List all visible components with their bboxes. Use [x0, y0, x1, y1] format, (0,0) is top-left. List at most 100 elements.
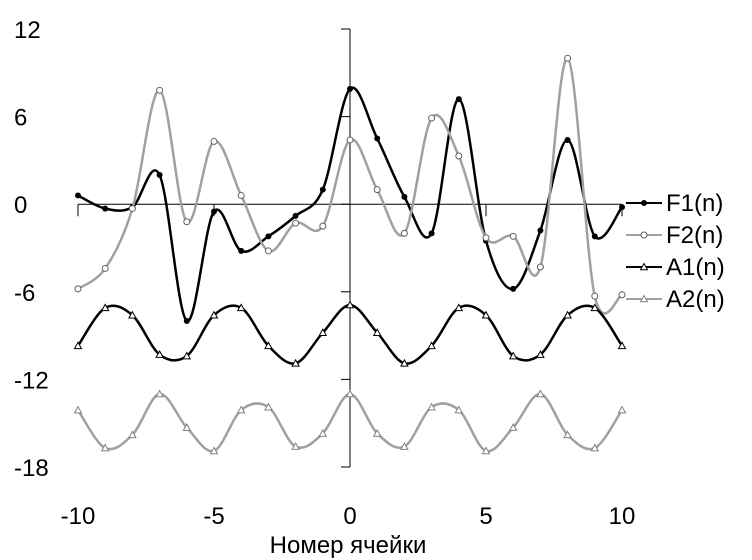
- data-point: [619, 204, 625, 211]
- legend-label: A2(n): [666, 286, 725, 313]
- data-point: [508, 423, 518, 431]
- data-point: [209, 446, 219, 455]
- data-point: [372, 328, 382, 336]
- data-point: [209, 310, 219, 319]
- legend-swatch-marker: [640, 231, 648, 239]
- data-point: [264, 341, 273, 350]
- data-point: [590, 443, 600, 452]
- data-point: [183, 318, 190, 324]
- x-axis-title: Номер ячейки: [270, 532, 427, 559]
- data-point: [238, 247, 245, 254]
- data-point: [374, 135, 381, 142]
- data-point: [128, 310, 137, 319]
- data-point: [400, 442, 409, 450]
- legend-entry: A2(n): [626, 286, 725, 313]
- data-point: [101, 264, 109, 272]
- data-point: [156, 86, 164, 94]
- data-point: [400, 229, 408, 237]
- data-point: [345, 300, 355, 309]
- legend-swatch-marker: [639, 294, 649, 303]
- data-point: [428, 114, 436, 122]
- data-point: [618, 291, 626, 299]
- y-tick-label: 6: [14, 105, 27, 132]
- data-point: [210, 137, 218, 145]
- y-tick-label: -12: [14, 367, 49, 394]
- data-point: [400, 358, 409, 367]
- legend-label: A1(n): [666, 254, 725, 281]
- data-point: [291, 442, 300, 450]
- data-point: [591, 233, 598, 240]
- data-point: [509, 232, 517, 240]
- data-point: [155, 389, 164, 398]
- data-point: [318, 428, 328, 437]
- data-point: [481, 310, 491, 319]
- y-tick-label: 0: [14, 192, 27, 219]
- y-tick-label: -18: [14, 455, 49, 482]
- axes: [77, 28, 623, 468]
- series-line: [77, 86, 624, 323]
- data-point: [318, 328, 328, 336]
- data-point: [182, 423, 192, 431]
- data-point: [237, 191, 245, 199]
- data-point: [236, 405, 246, 414]
- data-point: [401, 193, 408, 200]
- data-point: [100, 443, 110, 452]
- data-point: [156, 172, 163, 178]
- data-point: [427, 402, 436, 411]
- data-point: [536, 350, 545, 358]
- data-point: [428, 230, 435, 237]
- series-layer: [73, 54, 627, 455]
- data-point: [591, 292, 599, 300]
- data-point: [536, 263, 544, 271]
- y-tick-label: -6: [14, 280, 35, 307]
- data-point: [454, 303, 464, 312]
- data-point: [319, 186, 326, 193]
- data-point: [536, 389, 545, 398]
- data-point: [73, 405, 83, 414]
- data-point: [481, 446, 491, 455]
- tick-labels: 12 6 0 -6 -12 -18 -10 -5 0 5 10: [14, 17, 635, 530]
- data-point: [264, 247, 272, 255]
- data-point: [183, 218, 191, 226]
- data-point: [211, 208, 217, 215]
- data-point: [454, 405, 464, 414]
- data-point: [74, 285, 82, 293]
- y-tick-label: 12: [14, 17, 41, 44]
- series-3: [73, 300, 627, 367]
- legend: F1(n) F2(n) A1(n) A2(n): [626, 190, 725, 313]
- x-tick-label: 10: [609, 503, 636, 530]
- data-point: [617, 405, 627, 414]
- x-tick-label: 0: [343, 503, 356, 530]
- series-4: [73, 389, 627, 455]
- data-point: [292, 219, 300, 227]
- legend-entry: F1(n): [626, 190, 723, 217]
- data-point: [482, 234, 490, 242]
- data-point: [182, 351, 192, 360]
- data-point: [510, 285, 517, 292]
- data-point: [508, 351, 518, 360]
- data-point: [347, 85, 353, 92]
- data-point: [73, 341, 83, 350]
- data-point: [236, 303, 246, 312]
- data-point: [372, 428, 382, 437]
- legend-label: F2(n): [666, 222, 723, 249]
- data-point: [346, 136, 354, 144]
- legend-label: F1(n): [666, 190, 723, 217]
- x-tick-label: 5: [479, 503, 492, 530]
- data-point: [537, 227, 544, 234]
- data-point: [590, 303, 600, 312]
- x-tick-label: -10: [61, 503, 96, 530]
- x-tick-label: -5: [203, 503, 224, 530]
- data-point: [564, 54, 572, 62]
- data-point: [373, 186, 381, 194]
- data-point: [617, 341, 627, 350]
- data-point: [265, 233, 272, 240]
- data-point: [128, 430, 137, 439]
- data-point: [75, 192, 81, 199]
- data-point: [564, 136, 571, 143]
- legend-swatch-marker: [641, 200, 647, 206]
- data-point: [291, 358, 300, 367]
- data-point: [292, 212, 299, 219]
- data-point: [563, 310, 572, 319]
